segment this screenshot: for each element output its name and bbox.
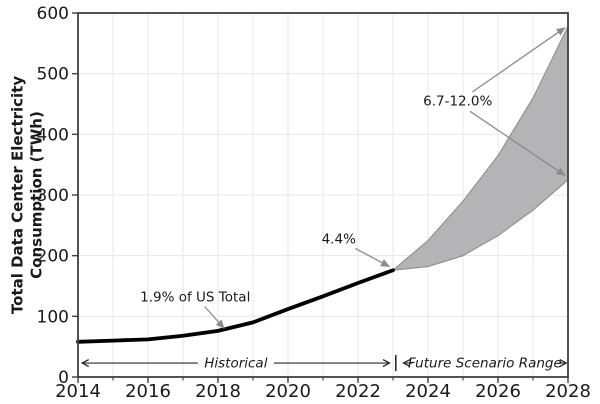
- span-label: Future Scenario Range: [408, 356, 562, 372]
- historical-line-group: [76, 268, 395, 344]
- x-tick-label: 2020: [265, 381, 311, 402]
- x-tick-label: 2028: [545, 381, 591, 402]
- annotation-arrow: [469, 110, 566, 177]
- annotation-arrow: [204, 306, 225, 329]
- y-axis-label-line2: Consumption (TWh): [27, 111, 45, 279]
- y-axis-title: Total Data Center Electricity Consumption…: [8, 76, 45, 314]
- span-label: Historical: [204, 356, 267, 372]
- y-tick-label: 200: [37, 247, 69, 267]
- y-tick-label: 100: [37, 307, 69, 327]
- span-annotations: Historical Future Scenario Range: [80, 355, 568, 372]
- y-tick-label: 0: [58, 368, 69, 388]
- y-tick-label: 600: [37, 4, 69, 24]
- future-range-band-group: [392, 25, 569, 271]
- y-axis-label-line1: Total Data Center Electricity: [8, 76, 26, 314]
- x-tick-label: 2026: [475, 381, 521, 402]
- annotation-text: 1.9% of US Total: [140, 290, 250, 306]
- y-tick-label: 300: [37, 186, 69, 206]
- annotation-arrow: [472, 27, 566, 93]
- annotations: 1.9% of US Total 4.4% 6.7-12.0%: [140, 27, 566, 329]
- x-tick-label: 2022: [335, 381, 381, 402]
- x-tick-label: 2018: [195, 381, 241, 402]
- y-tick-label: 400: [37, 125, 69, 145]
- x-tick-label: 2024: [405, 381, 451, 402]
- annotation-text: 6.7-12.0%: [423, 94, 492, 110]
- future-range-band: [392, 25, 569, 271]
- historical-consumption-line: [76, 268, 395, 344]
- x-tick-label: 2016: [125, 381, 171, 402]
- annotation-text: 4.4%: [322, 231, 356, 247]
- x-tick-label: 2014: [55, 381, 101, 402]
- annotation-arrow: [354, 247, 390, 268]
- y-tick-label: 500: [37, 65, 69, 85]
- tick-labels: 2014 2016 2018 2020 2022 2024 2026 2028 0 100 200 3…: [37, 4, 591, 402]
- axes: [72, 12, 569, 383]
